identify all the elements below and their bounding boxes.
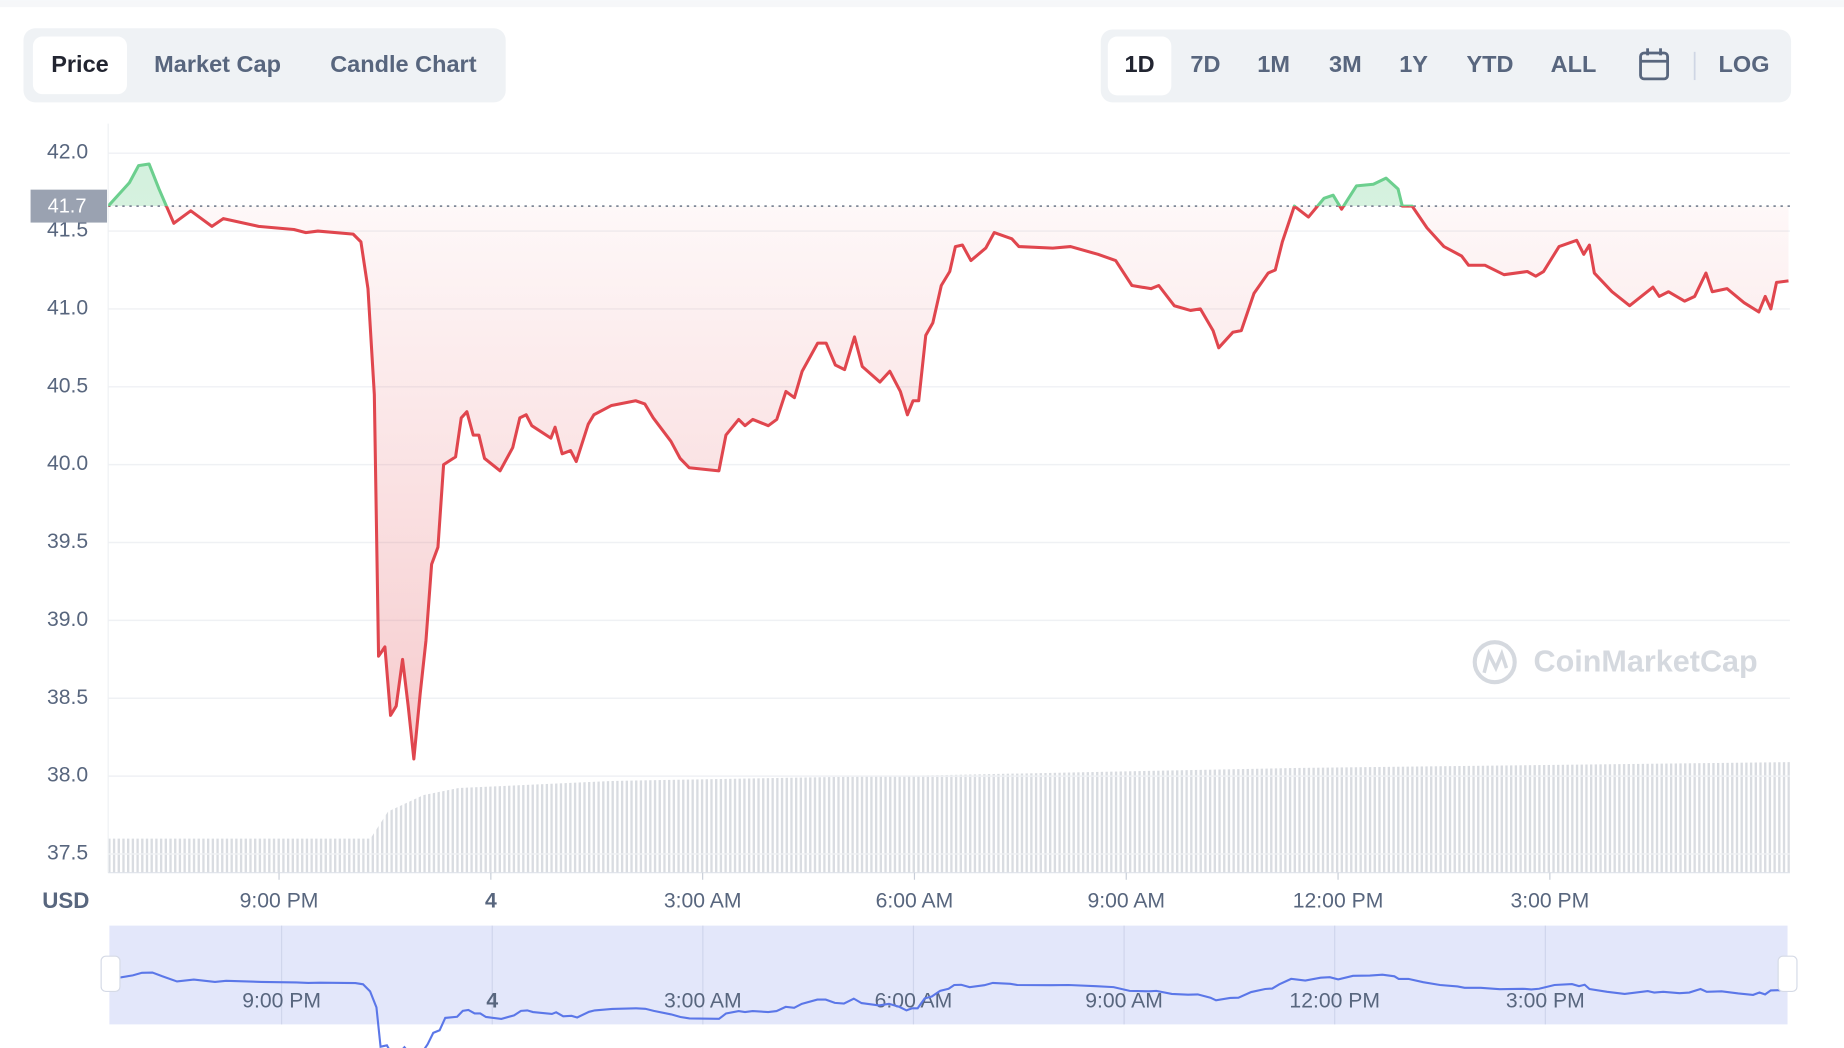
navigator-handle[interactable] <box>100 955 121 993</box>
range-group <box>1100 29 1792 103</box>
tab[interactable]: Price <box>51 51 109 77</box>
x-tick-label: 9:00 AM <box>1087 890 1165 913</box>
y-tick-label: 41.0 <box>47 296 88 319</box>
watermark-text: CoinMarketCap <box>1534 644 1758 678</box>
range-button[interactable]: 7D <box>1190 51 1220 77</box>
tab[interactable]: Market Cap <box>154 51 281 77</box>
navigator[interactable] <box>109 925 1788 1025</box>
tab-selected-bg <box>32 36 128 95</box>
navigator-tick-label: 4 <box>486 990 498 1013</box>
navigator-tick-label: 3:00 PM <box>1506 990 1585 1013</box>
range-button[interactable]: 1Y <box>1399 51 1428 77</box>
x-tick-label: 6:00 AM <box>876 890 954 913</box>
x-tick-label: 3:00 AM <box>664 890 742 913</box>
y-tick-label: 37.5 <box>47 842 88 865</box>
range-button[interactable]: YTD <box>1466 51 1513 77</box>
y-tick-label: 39.5 <box>47 530 88 553</box>
navigator-tick-label: 12:00 PM <box>1289 990 1380 1013</box>
watermark: CoinMarketCap <box>1472 640 1758 685</box>
y-tick-label: 39.0 <box>47 608 88 631</box>
y-tick-label: 40.5 <box>47 374 88 397</box>
y-axis-label: USD <box>42 888 89 913</box>
y-tick-label: 40.0 <box>47 452 88 475</box>
x-tick-label: 9:00 PM <box>240 890 319 913</box>
navigator-tick-label: 9:00 PM <box>242 990 321 1013</box>
navigator-tick-label: 3:00 AM <box>664 990 742 1013</box>
range-button[interactable]: 1D <box>1125 51 1155 77</box>
navigator-handle[interactable] <box>1777 955 1798 993</box>
reference-label-bg <box>30 189 108 223</box>
price-line-down <box>108 206 1789 761</box>
top-shadow <box>0 0 1844 8</box>
log-toggle[interactable]: LOG <box>1719 51 1770 77</box>
area-below <box>108 206 1789 759</box>
tab-group <box>23 28 506 103</box>
range-button[interactable]: 1M <box>1257 51 1290 77</box>
reference-label: 41.7 <box>48 196 87 218</box>
x-tick-label: 12:00 PM <box>1293 890 1384 913</box>
y-tick-label: 41.5 <box>47 219 88 242</box>
range-button[interactable]: 3M <box>1329 51 1362 77</box>
y-tick-label: 38.0 <box>47 764 88 787</box>
range-button[interactable]: ALL <box>1551 51 1597 77</box>
navigator-line <box>111 971 1783 1048</box>
area-above <box>108 164 1789 207</box>
volume-bars <box>108 762 1790 873</box>
x-tick-label: 3:00 PM <box>1510 890 1589 913</box>
y-tick-label: 38.5 <box>47 686 88 709</box>
tab[interactable]: Candle Chart <box>330 51 477 77</box>
x-tick-label: 4 <box>485 890 497 913</box>
y-tick-label: 42.0 <box>47 141 88 164</box>
navigator-tick-label: 9:00 AM <box>1085 990 1163 1013</box>
range-selected-bg <box>1107 36 1172 96</box>
calendar-icon[interactable] <box>1639 48 1670 81</box>
